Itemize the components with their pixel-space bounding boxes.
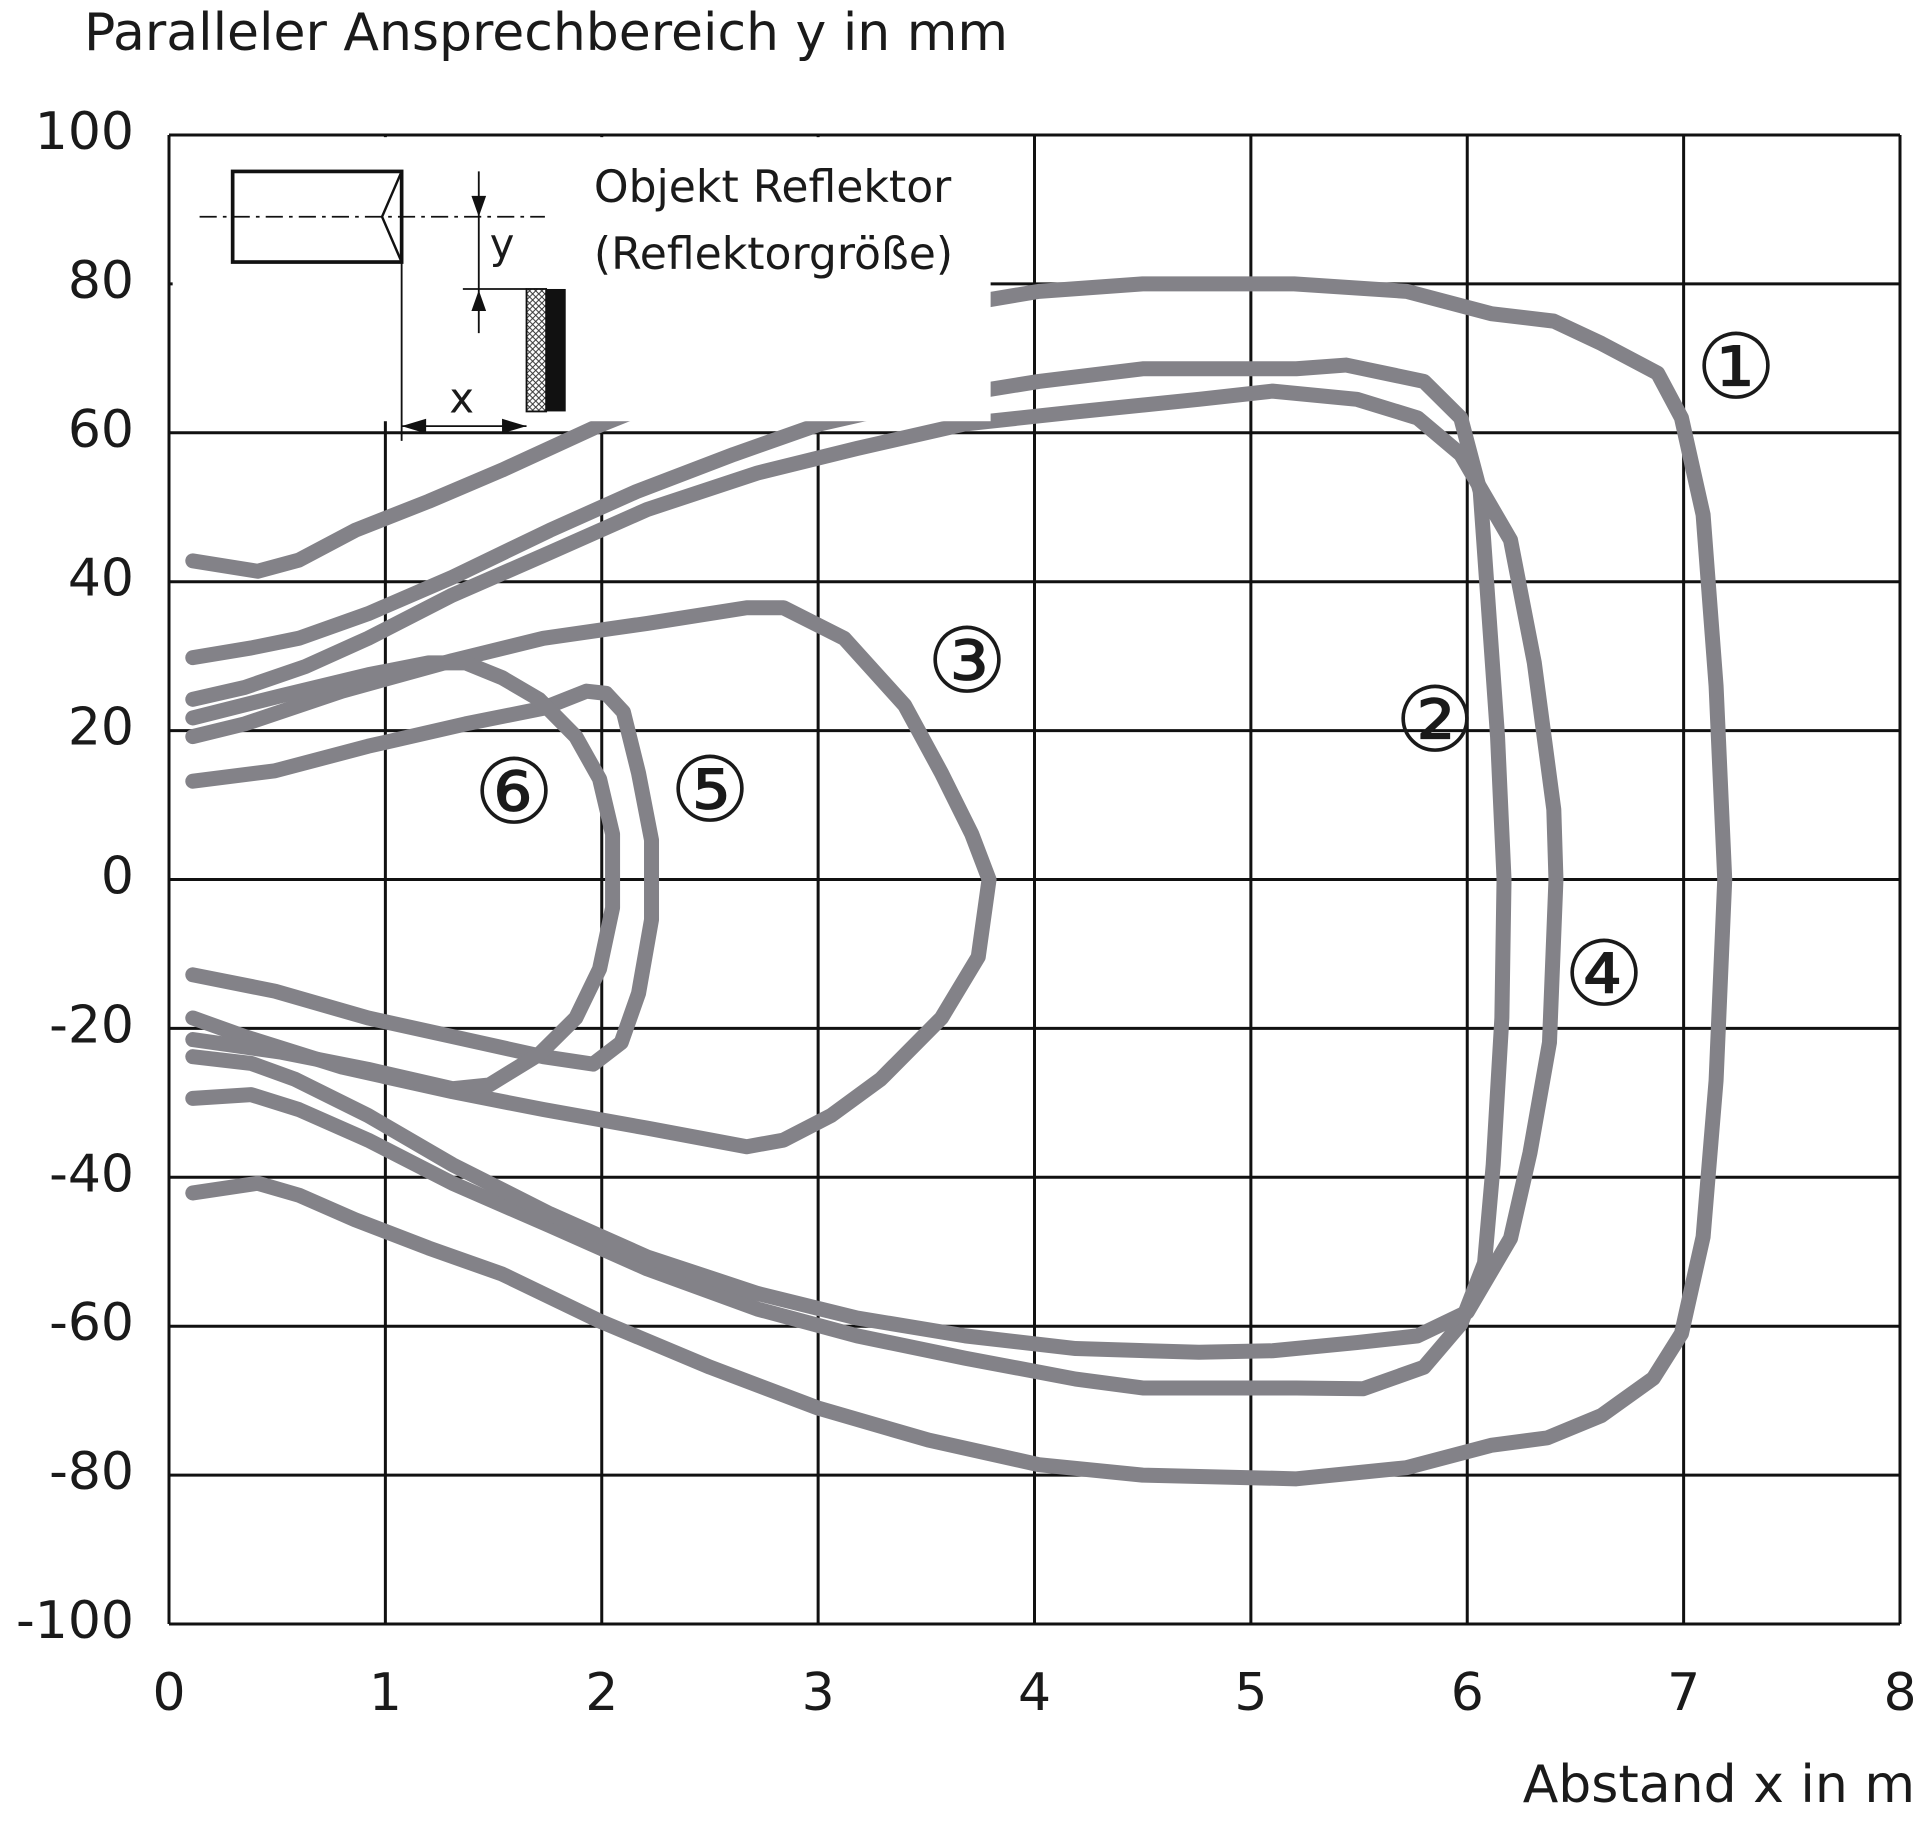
- curves: [185, 276, 1733, 1487]
- response-curve: [185, 683, 660, 1072]
- x-symbol: x: [449, 374, 474, 423]
- y-tick-label: -100: [16, 1591, 134, 1651]
- reflector-body: [546, 288, 566, 412]
- y-tick-label: -20: [49, 995, 134, 1055]
- y-tick-label: 0: [101, 847, 134, 907]
- response-curve: [185, 383, 1564, 1360]
- inset-background: [172, 137, 991, 422]
- curve-label: ②: [1395, 668, 1476, 773]
- y-tick-label: 80: [68, 251, 134, 311]
- x-tick-label: 4: [1018, 1663, 1051, 1723]
- y-tick-label: 60: [68, 400, 134, 460]
- x-tick-label: 3: [802, 1663, 835, 1723]
- y-tick-label: 100: [35, 102, 134, 162]
- x-tick-label: 0: [152, 1663, 185, 1723]
- response-curve: [185, 655, 621, 1097]
- x-tick-label: 8: [1883, 1663, 1916, 1723]
- y-tick-label: -40: [49, 1144, 134, 1204]
- inset-diagram: x y Objekt Reflektor (Reflektorgröße): [172, 137, 991, 441]
- curve-label: ⑤: [670, 738, 751, 843]
- y-tick-label: 20: [68, 698, 134, 758]
- x-tick-label: 1: [369, 1663, 402, 1723]
- curve-label: ④: [1564, 922, 1645, 1027]
- inset-sublabel: (Reflektorgröße): [594, 229, 953, 280]
- x-tick-label: 6: [1451, 1663, 1484, 1723]
- response-curve: [185, 357, 1512, 1397]
- chart-title: Paralleler Ansprechbereich y in mm: [84, 3, 1008, 63]
- response-curve: [185, 600, 997, 1155]
- x-axis-title: Abstand x in m: [1523, 1755, 1915, 1815]
- x-tick-label: 7: [1667, 1663, 1700, 1723]
- response-curve: [185, 276, 1733, 1487]
- curve-labels: ① ② ③ ④ ⑤ ⑥: [474, 315, 1777, 1027]
- y-symbol: y: [490, 219, 515, 268]
- inset-label: Objekt Reflektor: [594, 162, 952, 213]
- y-tick-label: -60: [49, 1293, 134, 1353]
- curve-label: ③: [927, 609, 1008, 714]
- x-tick-label: 5: [1234, 1663, 1267, 1723]
- curve-label: ①: [1696, 315, 1777, 420]
- reflector-hatched: [525, 288, 548, 413]
- y-tick-label: 40: [68, 549, 134, 609]
- curve-label: ⑥: [474, 740, 555, 845]
- y-tick-label: -80: [49, 1442, 134, 1502]
- x-tick-label: 2: [585, 1663, 618, 1723]
